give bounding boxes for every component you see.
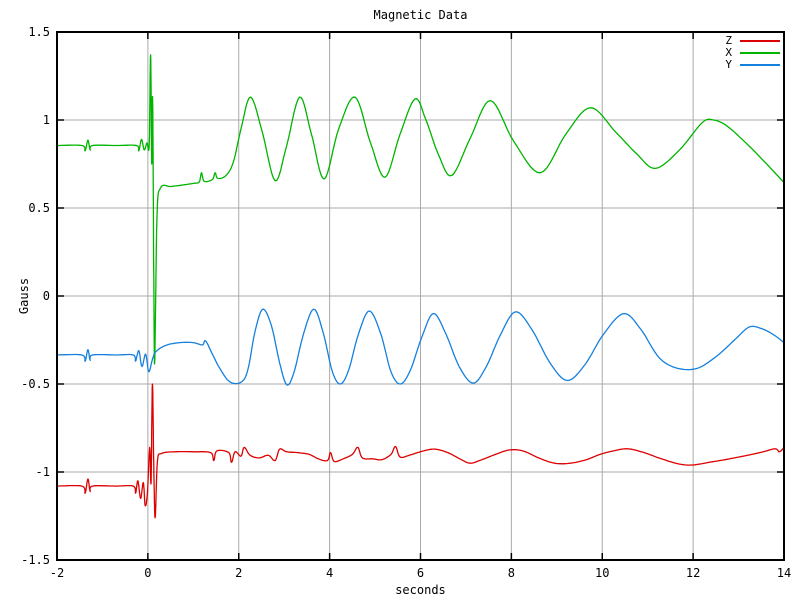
x-tick-label: 8: [507, 566, 515, 580]
legend-label: Y: [725, 58, 732, 71]
data-series: [57, 54, 785, 519]
x-tick-label: 4: [326, 566, 334, 580]
legend-row-y: Y: [694, 59, 780, 71]
series-line-x: [57, 54, 785, 365]
legend-line-sample: [740, 52, 780, 54]
y-tick-label: -1.5: [21, 553, 50, 567]
y-tick-label: 1: [42, 113, 50, 127]
y-tick-label: -1: [35, 465, 50, 479]
legend-line-sample: [740, 64, 780, 66]
x-tick-label: 14: [776, 566, 792, 580]
x-axis-label: seconds: [395, 583, 446, 597]
grid-lines: [57, 32, 784, 560]
legend-label: X: [725, 46, 732, 59]
y-tick-label: 0: [42, 289, 50, 303]
x-tick-label: 0: [144, 566, 152, 580]
y-tick-label: -0.5: [21, 377, 50, 391]
x-tick-label: 6: [416, 566, 425, 580]
y-tick-label: 1.5: [28, 25, 50, 39]
y-tick-label: 0.5: [28, 201, 50, 215]
series-line-y: [57, 308, 785, 386]
chart-title: Magnetic Data: [373, 8, 468, 22]
legend-line-sample: [740, 40, 780, 42]
plot-border: [56, 31, 785, 561]
x-tick-label: 2: [235, 566, 243, 580]
x-tick-label: 10: [595, 566, 610, 580]
legend-row-x: X: [694, 47, 780, 59]
legend-label: Z: [725, 34, 732, 47]
series-line-z: [57, 383, 785, 519]
legend-row-z: Z: [694, 35, 780, 47]
x-tick-label: -2: [49, 566, 65, 580]
x-tick-label: 12: [685, 566, 701, 580]
